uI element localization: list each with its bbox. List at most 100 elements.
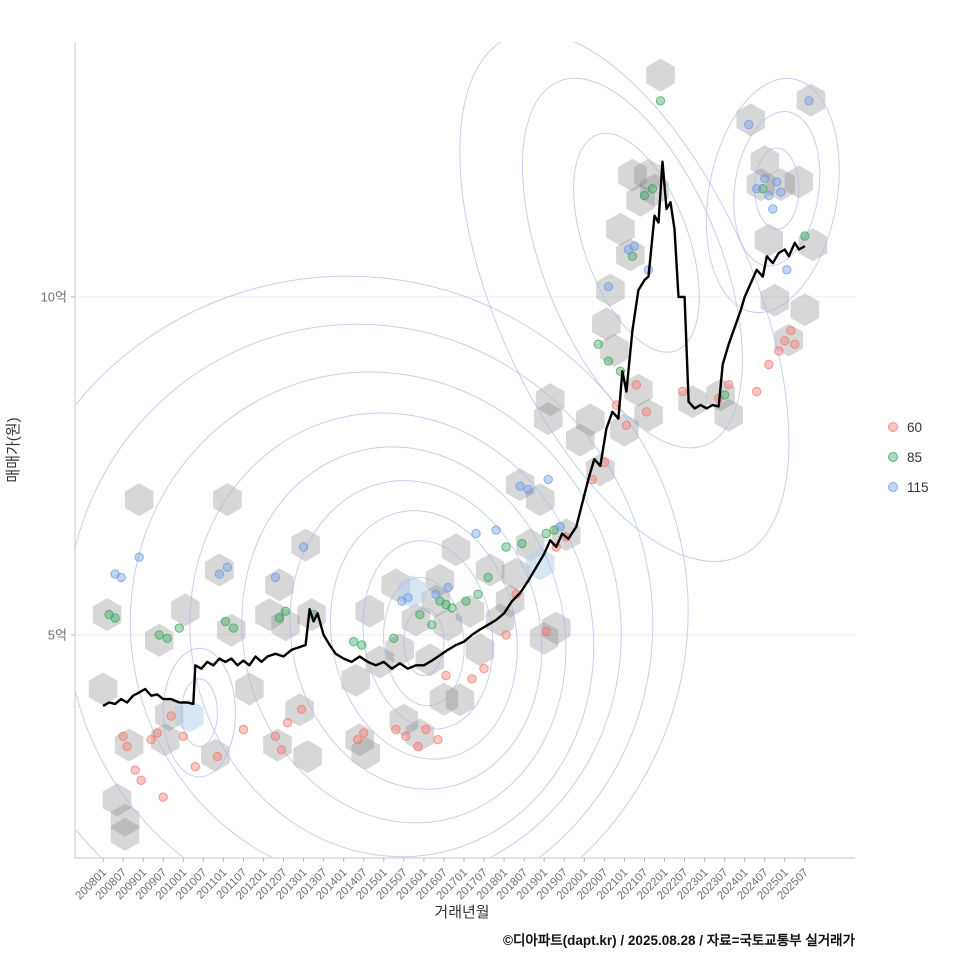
density-contour-ring [189,412,595,858]
scatter-point-115 [116,572,126,583]
hexbin-cell [485,603,515,637]
hexbin-cell [465,633,495,667]
scatter-point-115 [752,184,762,194]
scatter-point-85 [220,616,231,627]
hexbin-cell [355,594,384,628]
density-contour-ring [362,540,494,730]
scatter-point-85 [274,613,285,623]
scatter-point-85 [483,572,493,583]
scatter-point-60 [276,745,287,755]
scatter-point-60 [501,630,511,640]
scatter-point-85 [800,231,810,241]
scatter-point-60 [764,359,774,370]
hexbin-cell [265,568,294,602]
hexbin-cell [475,553,505,587]
scatter-point-60 [296,704,307,714]
scatter-point-115 [471,528,481,539]
hexbin-cell [124,483,154,517]
hexbin-cell [533,402,563,436]
hexbin-cell [425,563,455,597]
legend-swatch-icon [888,482,898,492]
scatter-point-60 [238,724,249,735]
scatter-point-60 [631,380,642,390]
hexbin-cell [385,633,415,667]
hexbin-cell [365,645,395,679]
scatter-point-60 [621,420,632,430]
hexbin-cell [263,728,292,762]
scatter-point-115 [270,572,281,583]
scatter-point-85 [603,356,614,366]
scatter-point-60 [166,711,176,721]
hexbin-cell [88,672,118,706]
scatter-point-60 [212,751,223,762]
hexbin-cell [345,723,374,757]
hexbin-cell [790,293,820,327]
density-contour-ring [521,77,743,449]
scatter-point-60 [413,741,423,752]
scatter-point-115 [543,474,553,485]
legend-swatch-icon [888,452,898,462]
scatter-point-60 [178,731,189,741]
scatter-point-115 [431,589,441,599]
scatter-point-115 [443,582,453,593]
hexbin-cell [576,403,605,437]
legend-swatch-icon [888,422,898,432]
scatter-point-60 [391,724,401,735]
hexbin-cell [291,528,320,562]
hexbin-cell [541,611,571,645]
density-contour-ring [241,446,567,824]
legend: 60 85 115 [888,420,929,495]
hexbin-cell [351,736,380,770]
hexbin-cell [429,682,459,716]
scatter-point-60 [479,664,489,674]
scatter-point-85 [593,339,603,349]
scatter-point-85 [541,528,551,539]
hexbin-cell [678,385,707,419]
scatter-point-115 [298,542,309,552]
scatter-point-60 [541,626,551,637]
density-contour-ring [705,77,840,314]
trend-line-layer [102,160,806,707]
scatter-point-85 [280,606,291,616]
scatter-point-60 [752,386,762,397]
hexbin-cell [646,58,675,92]
legend-label: 85 [907,450,922,465]
scatter-point-115 [555,522,565,532]
hexbin-cell [144,623,174,657]
hexbin-cell [217,613,246,647]
hexbin-cell [592,307,621,341]
hexbin-cell [441,533,471,567]
scatter-point-60 [421,724,431,735]
hexbin-cell [616,238,645,272]
hexbin-cell-highlight [397,575,427,609]
hexbin-cell [150,723,180,757]
scatter-point-115 [768,204,778,214]
scatter-point-85 [174,623,185,633]
scatter-point-115 [515,481,525,491]
trend-line [102,160,806,707]
scatter-point-60 [467,674,477,684]
scatter-point-85 [389,633,399,643]
scatter-point-60 [401,731,411,741]
hexbin-cell [285,693,314,727]
density-contour-ring [403,607,445,676]
scatter-point-85 [720,390,730,400]
scatter-point-115 [403,593,413,603]
scatter-point-60 [118,731,128,741]
legend-item-85: 85 [888,450,922,465]
scatter-point-60 [677,386,688,397]
hexbin-cell [796,83,826,117]
hexbin-cell [529,621,559,655]
scatter-point-115 [523,484,533,495]
scatter-point-60 [641,407,652,417]
hexbin-cell [566,423,595,457]
hexbin-cell [235,672,264,706]
density-contour-ring [573,132,700,353]
scatter-point-85 [447,603,457,613]
legend-label: 115 [907,480,929,495]
x-axis-title: 거래년월 [434,904,489,921]
scatter-point-115 [760,173,770,184]
scatter-point-60 [282,718,293,728]
